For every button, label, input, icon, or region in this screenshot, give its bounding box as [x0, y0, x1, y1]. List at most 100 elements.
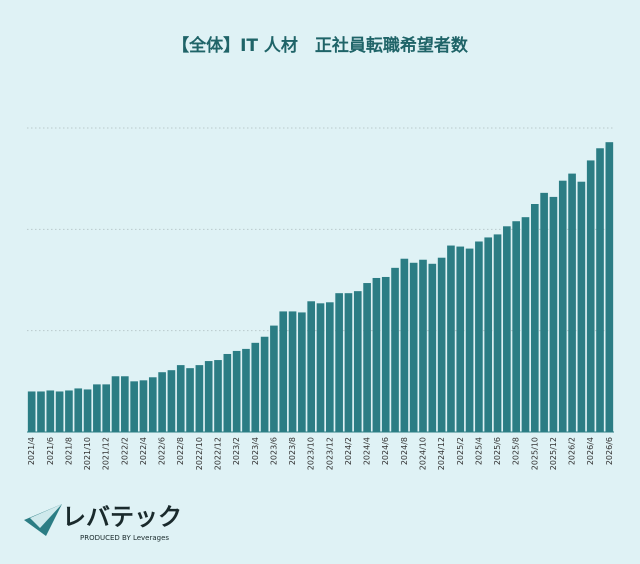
bar: [465, 248, 474, 432]
bar: [316, 303, 325, 432]
x-tick-label: 2021/12: [102, 437, 111, 470]
bar: [605, 142, 614, 433]
x-tick-label: 2025/12: [549, 437, 558, 470]
bar: [214, 360, 222, 432]
bar: [242, 348, 250, 432]
logo-icon: [30, 504, 62, 528]
x-tick-label: 2022/12: [214, 437, 223, 470]
bar: [353, 291, 362, 432]
bar: [512, 221, 520, 432]
bar: [260, 336, 269, 432]
bar: [279, 311, 288, 432]
bar: [158, 372, 166, 432]
bar: [186, 368, 194, 432]
bar: [381, 276, 390, 432]
bar: [391, 267, 399, 432]
logo-name: レバテック: [62, 503, 182, 531]
bar: [344, 293, 353, 432]
bar: [27, 391, 36, 432]
bar: [111, 376, 120, 432]
bar: [65, 390, 73, 432]
bar: [521, 217, 530, 432]
x-tick-label: 2022/8: [176, 437, 185, 465]
x-tick-label: 2023/6: [269, 437, 278, 465]
x-tick-label: 2026/2: [568, 437, 577, 465]
bar: [74, 388, 83, 432]
bar: [55, 391, 64, 432]
x-tick-label: 2023/8: [288, 437, 297, 465]
bar: [577, 181, 586, 432]
bar: [83, 389, 92, 432]
bar: [325, 302, 334, 432]
x-tick-label: 2023/2: [232, 437, 241, 465]
bar: [540, 192, 548, 432]
bar: [102, 384, 111, 432]
x-tick-label: 2025/6: [493, 437, 502, 465]
x-tick-label: 2022/6: [158, 437, 167, 465]
x-tick-label: 2023/10: [307, 437, 316, 470]
bar: [419, 259, 427, 432]
bar: [251, 342, 260, 432]
bar: [409, 262, 418, 432]
bar: [456, 246, 465, 432]
bar: [428, 263, 437, 432]
bar: [46, 390, 55, 432]
logo-tagline: PRODUCED BY Leverages: [80, 534, 169, 542]
x-tick-label: 2021/8: [64, 437, 73, 465]
x-tick-label: 2021/10: [83, 437, 92, 470]
x-tick-label: 2024/4: [363, 437, 372, 465]
x-tick-label: 2022/10: [195, 437, 204, 470]
x-tick-label: 2021/4: [27, 437, 36, 465]
chart-title: 【全体】IT 人材 正社員転職希望者数: [172, 35, 469, 56]
bar: [558, 180, 567, 432]
x-tick-label: 2024/10: [418, 437, 427, 470]
bar: [596, 148, 604, 432]
bar: [223, 353, 232, 432]
x-tick-label: 2024/12: [437, 437, 446, 470]
bar: [530, 204, 539, 432]
bar: [400, 258, 409, 432]
logo: レバテック PRODUCED BY Leverages: [24, 503, 182, 542]
x-tick-label: 2023/4: [251, 437, 260, 465]
x-tick-label: 2026/6: [605, 437, 614, 465]
bar: [363, 283, 371, 432]
bar: [493, 234, 502, 432]
x-tick-label: 2022/2: [120, 437, 129, 465]
x-tick-label: 2025/4: [474, 437, 483, 465]
bar: [475, 241, 483, 432]
bar: [288, 311, 297, 432]
bar: [270, 325, 278, 432]
x-tick-label: 2025/8: [512, 437, 521, 465]
x-tick-label: 2025/2: [456, 437, 465, 465]
bar: [549, 196, 558, 432]
x-tick-label: 2024/6: [381, 437, 390, 465]
x-tick-label: 2023/12: [325, 437, 334, 470]
x-tick-label: 2024/2: [344, 437, 353, 465]
x-tick-label: 2026/4: [586, 437, 595, 465]
bar: [139, 380, 148, 432]
bar: [121, 376, 129, 432]
bar: [204, 361, 213, 432]
bar: [586, 160, 595, 432]
x-tick-label: 2022/4: [139, 437, 148, 465]
bar: [167, 370, 176, 432]
bar: [568, 173, 576, 432]
bar: [437, 257, 446, 432]
bar: [484, 237, 493, 432]
bar: [232, 350, 241, 432]
bar: [447, 245, 455, 432]
bar: [176, 365, 185, 432]
bar: [37, 391, 45, 432]
bar: [130, 381, 138, 432]
bar: [307, 301, 316, 432]
bar: [195, 365, 204, 432]
bar: [372, 277, 381, 432]
bar: [93, 384, 101, 432]
bar: [335, 293, 343, 432]
bar: [298, 312, 306, 432]
bar: [503, 226, 511, 432]
x-tick-label: 2025/10: [530, 437, 539, 470]
x-tick-label: 2024/8: [400, 437, 409, 465]
bar: [148, 377, 157, 432]
